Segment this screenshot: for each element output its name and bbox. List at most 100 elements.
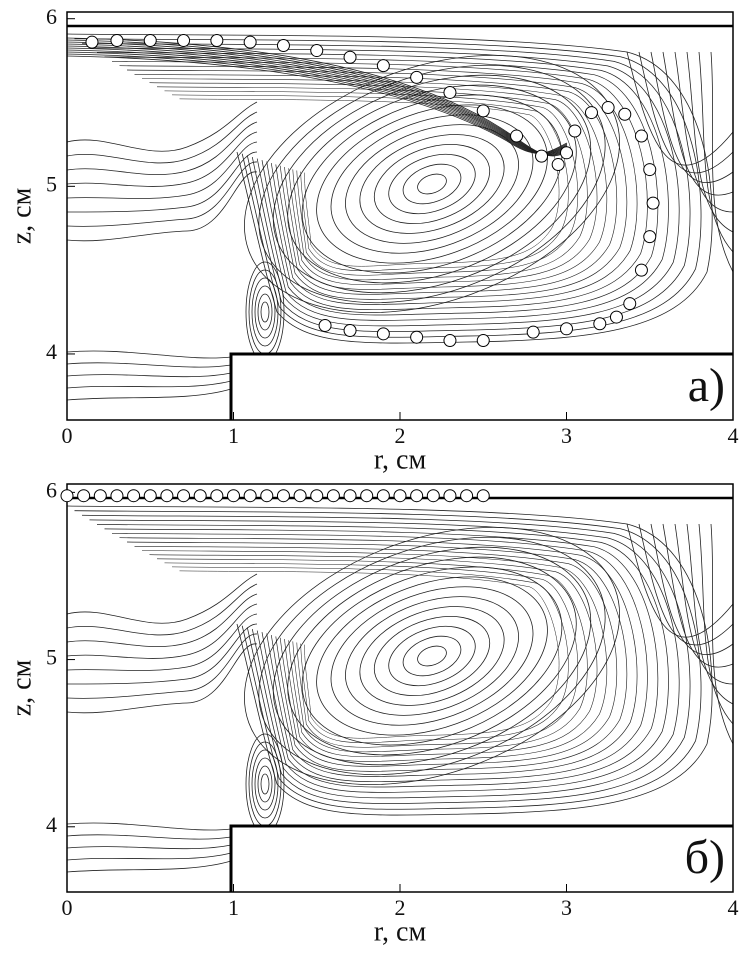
contour-line <box>89 47 680 327</box>
contour-line <box>66 573 258 624</box>
contour-line <box>626 51 734 166</box>
marker <box>60 489 74 503</box>
contour-line <box>257 765 273 803</box>
marker <box>410 330 424 344</box>
contour-line <box>417 645 447 667</box>
marker <box>93 489 107 503</box>
marker <box>526 325 540 339</box>
marker <box>127 489 141 503</box>
contour-line <box>66 603 258 659</box>
contour-line <box>260 773 270 795</box>
x-tick-label: 2 <box>395 895 406 920</box>
contour-line <box>66 33 713 344</box>
panel: 0 1 2 3 4 4 5 6 r, см z, см а) <box>6 4 738 476</box>
marker <box>535 149 549 163</box>
y-axis-label: z, см <box>6 187 37 244</box>
contour-line <box>66 613 258 671</box>
marker <box>293 489 307 503</box>
marker <box>276 489 290 503</box>
contour-line <box>260 301 270 323</box>
contour-line <box>134 73 618 295</box>
marker <box>160 489 174 503</box>
marker <box>360 489 374 503</box>
contour-line <box>66 350 232 359</box>
contour-line <box>402 163 462 205</box>
contour-line <box>164 562 579 748</box>
marker <box>551 158 565 172</box>
x-tick-label: 3 <box>561 895 572 920</box>
x-tick-label: 4 <box>728 895 739 920</box>
contour-line <box>66 161 258 227</box>
contour-field <box>66 496 734 892</box>
y-tick-label: 4 <box>46 339 57 364</box>
contour-line <box>316 104 548 264</box>
contour-field <box>66 24 734 420</box>
x-axis-label: r, см <box>374 916 427 947</box>
marker <box>609 310 623 324</box>
contour-line <box>316 576 548 736</box>
contour-line <box>674 523 734 685</box>
x-tick-label: 4 <box>728 423 739 448</box>
marker <box>110 489 124 503</box>
contour-line <box>254 285 276 339</box>
marker <box>85 35 99 49</box>
contour-line <box>330 586 534 726</box>
marker <box>376 489 390 503</box>
contour-line <box>373 616 491 696</box>
contour-line <box>89 519 680 799</box>
marker <box>343 323 357 337</box>
marker <box>243 489 257 503</box>
marker <box>210 489 224 503</box>
marker <box>177 489 191 503</box>
marker <box>393 489 407 503</box>
contour-line <box>111 60 648 311</box>
marker <box>177 33 191 47</box>
contour-line <box>662 51 734 196</box>
y-tick-label: 5 <box>46 171 57 196</box>
marker <box>243 35 257 49</box>
contour-line <box>258 64 606 304</box>
x-tick-label: 3 <box>561 423 572 448</box>
contour-line <box>149 554 598 757</box>
marker <box>410 489 424 503</box>
marker <box>460 489 474 503</box>
contour-line <box>164 90 579 276</box>
contour-line <box>248 741 282 827</box>
contour-line <box>257 293 273 331</box>
solid-step <box>231 354 733 420</box>
contour-line <box>66 101 258 152</box>
contour-line <box>402 635 462 677</box>
contour-line <box>156 86 588 281</box>
marker <box>343 50 357 64</box>
marker <box>210 33 224 47</box>
contour-line <box>171 566 569 743</box>
contour-line <box>66 362 232 368</box>
contour-line <box>66 844 232 850</box>
contour-line <box>81 42 691 332</box>
contour-line <box>81 514 691 804</box>
contour-line <box>66 822 232 831</box>
contour-line <box>126 541 628 772</box>
contour-line <box>248 269 282 355</box>
contour-line <box>662 523 734 668</box>
contour-line <box>141 550 608 762</box>
contour-line <box>66 141 258 199</box>
marker <box>560 322 573 336</box>
contour-line <box>251 277 279 347</box>
marker <box>143 489 157 503</box>
contour-line <box>388 625 476 687</box>
marker <box>476 334 490 348</box>
marker <box>634 129 648 143</box>
marker <box>343 489 357 503</box>
contour-line <box>359 134 505 234</box>
panel-label: а) <box>688 359 725 412</box>
contour-line <box>698 51 734 253</box>
contour-line <box>66 111 258 164</box>
marker <box>77 489 91 503</box>
marker <box>227 489 240 503</box>
contour-line <box>66 505 713 816</box>
contour-line <box>254 757 276 811</box>
wall <box>229 824 733 892</box>
marker <box>476 489 490 503</box>
